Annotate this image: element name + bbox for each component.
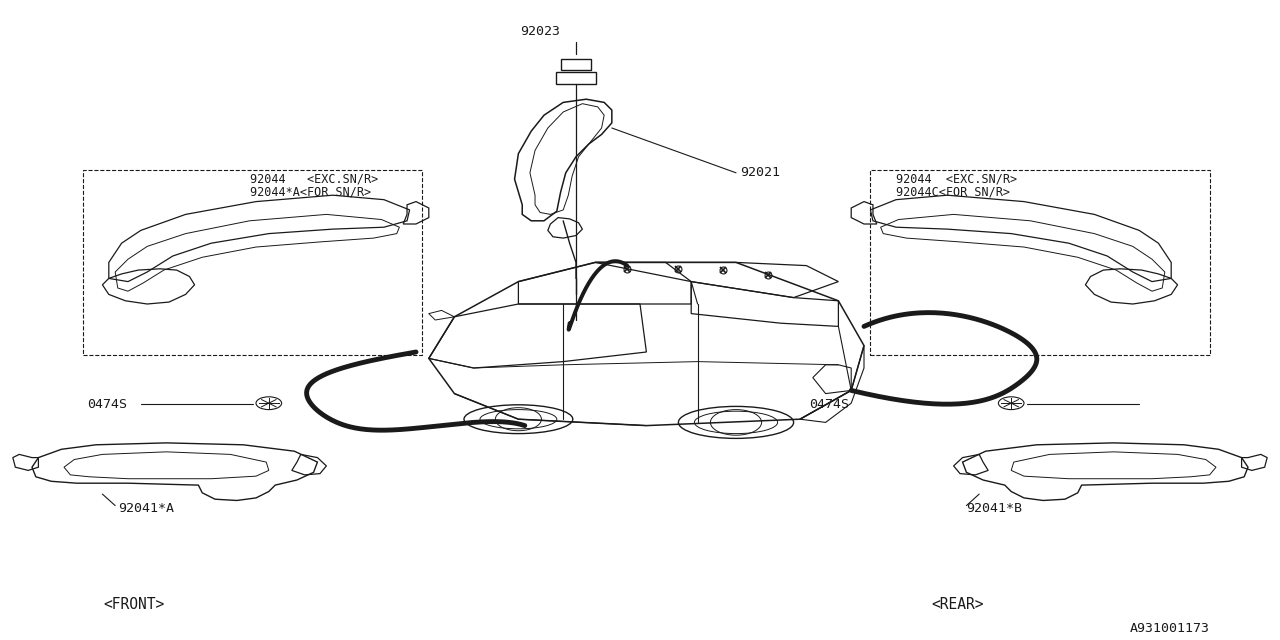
Text: 92041*A: 92041*A	[118, 502, 174, 515]
Text: 0474S: 0474S	[809, 398, 849, 411]
Text: 92021: 92021	[740, 166, 780, 179]
Text: 92044  <EXC.SN/R>: 92044 <EXC.SN/R>	[896, 173, 1018, 186]
Text: 92044   <EXC.SN/R>: 92044 <EXC.SN/R>	[250, 173, 378, 186]
Text: A931001173: A931001173	[1129, 622, 1210, 635]
Text: 92023: 92023	[520, 26, 561, 38]
Text: 92044*A<FOR SN/R>: 92044*A<FOR SN/R>	[250, 186, 371, 198]
Text: 92044C<FOR SN/R>: 92044C<FOR SN/R>	[896, 186, 1010, 198]
Text: <FRONT>: <FRONT>	[104, 597, 165, 612]
Text: 0474S: 0474S	[87, 398, 127, 411]
Text: <REAR>: <REAR>	[931, 597, 984, 612]
Text: 92041*B: 92041*B	[966, 502, 1023, 515]
